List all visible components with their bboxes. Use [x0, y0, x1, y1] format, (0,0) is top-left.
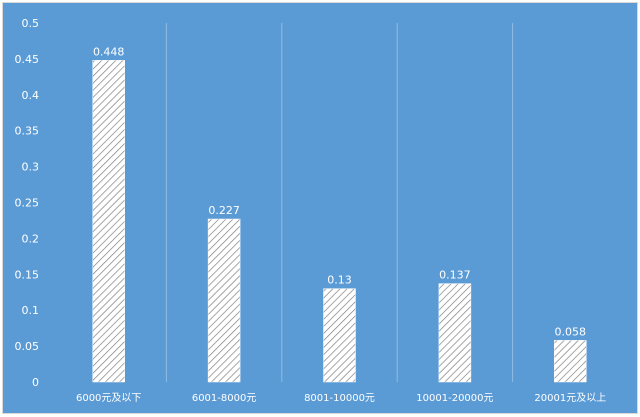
y-tick-label: 0.5	[22, 17, 40, 30]
data-label: 0.137	[439, 269, 471, 282]
category-label: 20001元及以上	[534, 392, 606, 404]
y-tick-label: 0.45	[15, 53, 40, 66]
y-tick-label: 0.15	[15, 268, 40, 281]
y-tick-label: 0	[32, 376, 39, 389]
bar	[323, 288, 356, 383]
y-tick-label: 0.1	[22, 304, 40, 317]
category-label: 6000元及以下	[76, 392, 141, 404]
y-tick-label: 0.35	[15, 125, 40, 138]
data-label: 0.058	[555, 325, 587, 338]
y-tick-label: 0.25	[15, 197, 40, 210]
data-label: 0.13	[327, 274, 352, 287]
bar	[438, 283, 472, 383]
data-label: 0.448	[93, 45, 125, 58]
category-label: 8001-10000元	[304, 393, 375, 404]
category-label: 10001-20000元	[416, 393, 493, 404]
y-tick-label: 0.05	[15, 340, 40, 353]
bar-chart: 0 0.05 0.1 0.15 0.2 0.25 0.3 0.35 0.4 0.45 0.5 0.4…	[15, 17, 607, 404]
y-tick-label: 0.2	[22, 232, 40, 245]
bar	[207, 218, 241, 383]
bar	[92, 60, 125, 383]
y-tick-label: 0.3	[22, 161, 40, 174]
data-label: 0.227	[208, 204, 240, 217]
category-label: 6001-8000元	[192, 393, 257, 404]
y-tick-label: 0.4	[22, 89, 40, 102]
bar	[554, 340, 587, 383]
